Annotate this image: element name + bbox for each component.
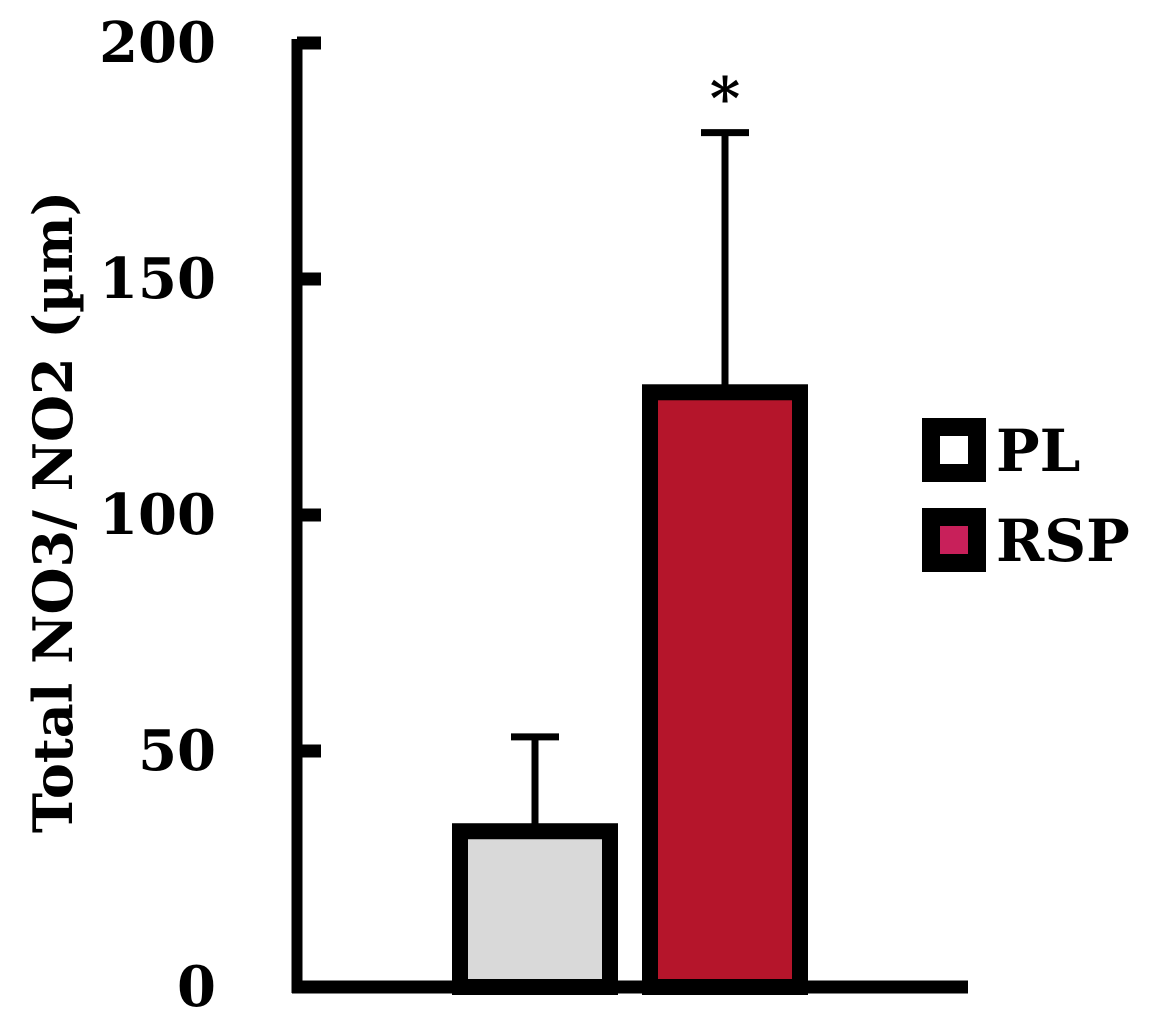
y-tick-label: 100 (99, 482, 216, 548)
legend: PL RSP (922, 417, 1130, 575)
y-tick-label: 200 (99, 10, 216, 76)
legend-label-rsp: RSP (996, 507, 1130, 575)
legend-swatch-rsp (940, 526, 968, 554)
bar-rsp (642, 384, 808, 995)
y-axis-label: Total NO3/ NO2 (µm) (21, 191, 85, 833)
significance-marker: * (710, 65, 740, 133)
axes: 0 50 100 150 200 (99, 10, 968, 1017)
y-tick-label: 50 (138, 718, 216, 784)
legend-label-pl: PL (996, 417, 1080, 485)
y-tick-label: 150 (99, 246, 216, 312)
y-tick-label: 0 (177, 954, 216, 1017)
legend-swatch-pl (940, 436, 968, 464)
bars: * (452, 65, 808, 995)
bar-pl (452, 823, 618, 995)
